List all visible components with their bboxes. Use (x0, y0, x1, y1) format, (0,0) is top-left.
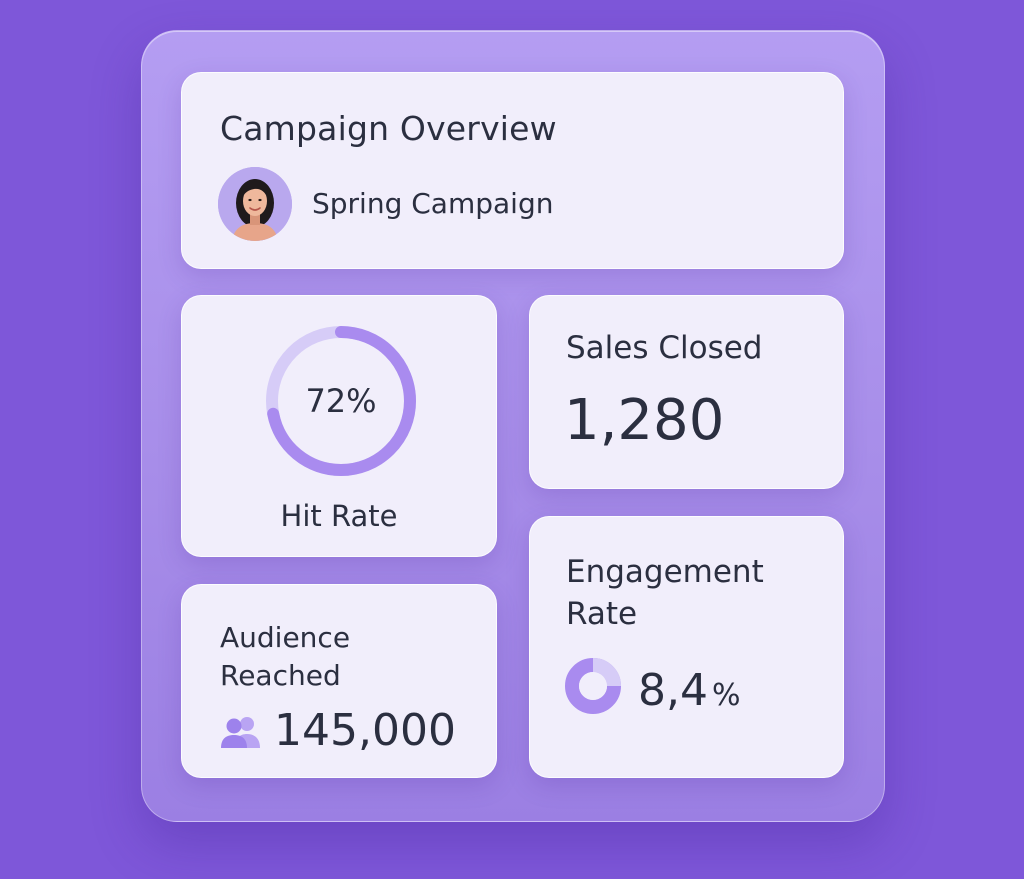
engagement-rate-value: 8,4% (638, 665, 741, 716)
hit-rate-value: 72% (305, 382, 377, 420)
hit-rate-ring-chart (266, 326, 416, 476)
engagement-rate-card[interactable]: Engagement Rate 8,4% (529, 516, 844, 778)
hit-rate-label: Hit Rate (280, 499, 398, 533)
hit-rate-card[interactable]: 72% Hit Rate (181, 295, 497, 557)
campaign-name: Spring Campaign (312, 187, 554, 220)
page-title: Campaign Overview (220, 109, 557, 148)
sales-closed-value: 1,280 (564, 388, 725, 453)
audience-reached-label: Audience Reached (220, 621, 351, 692)
sales-closed-card[interactable]: Sales Closed 1,280 (529, 295, 844, 489)
audience-reached-value: 145,000 (274, 705, 456, 756)
engagement-rate-label: Engagement Rate (566, 554, 764, 632)
campaign-overview-card[interactable]: Campaign Overview Spring Campaign (181, 72, 844, 269)
avatar[interactable] (218, 167, 292, 241)
engagement-rate-number: 8,4 (638, 665, 708, 716)
sales-closed-label: Sales Closed (566, 330, 763, 366)
donut-icon (565, 658, 621, 714)
person-avatar-icon (218, 167, 292, 241)
audience-reached-card[interactable]: Audience Reached 145,000 (181, 584, 497, 778)
engagement-rate-unit: % (711, 678, 741, 713)
people-icon (221, 717, 260, 748)
ring-progress (266, 326, 416, 476)
